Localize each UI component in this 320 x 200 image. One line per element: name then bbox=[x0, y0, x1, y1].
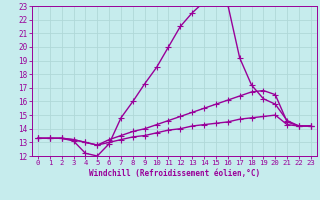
X-axis label: Windchill (Refroidissement éolien,°C): Windchill (Refroidissement éolien,°C) bbox=[89, 169, 260, 178]
